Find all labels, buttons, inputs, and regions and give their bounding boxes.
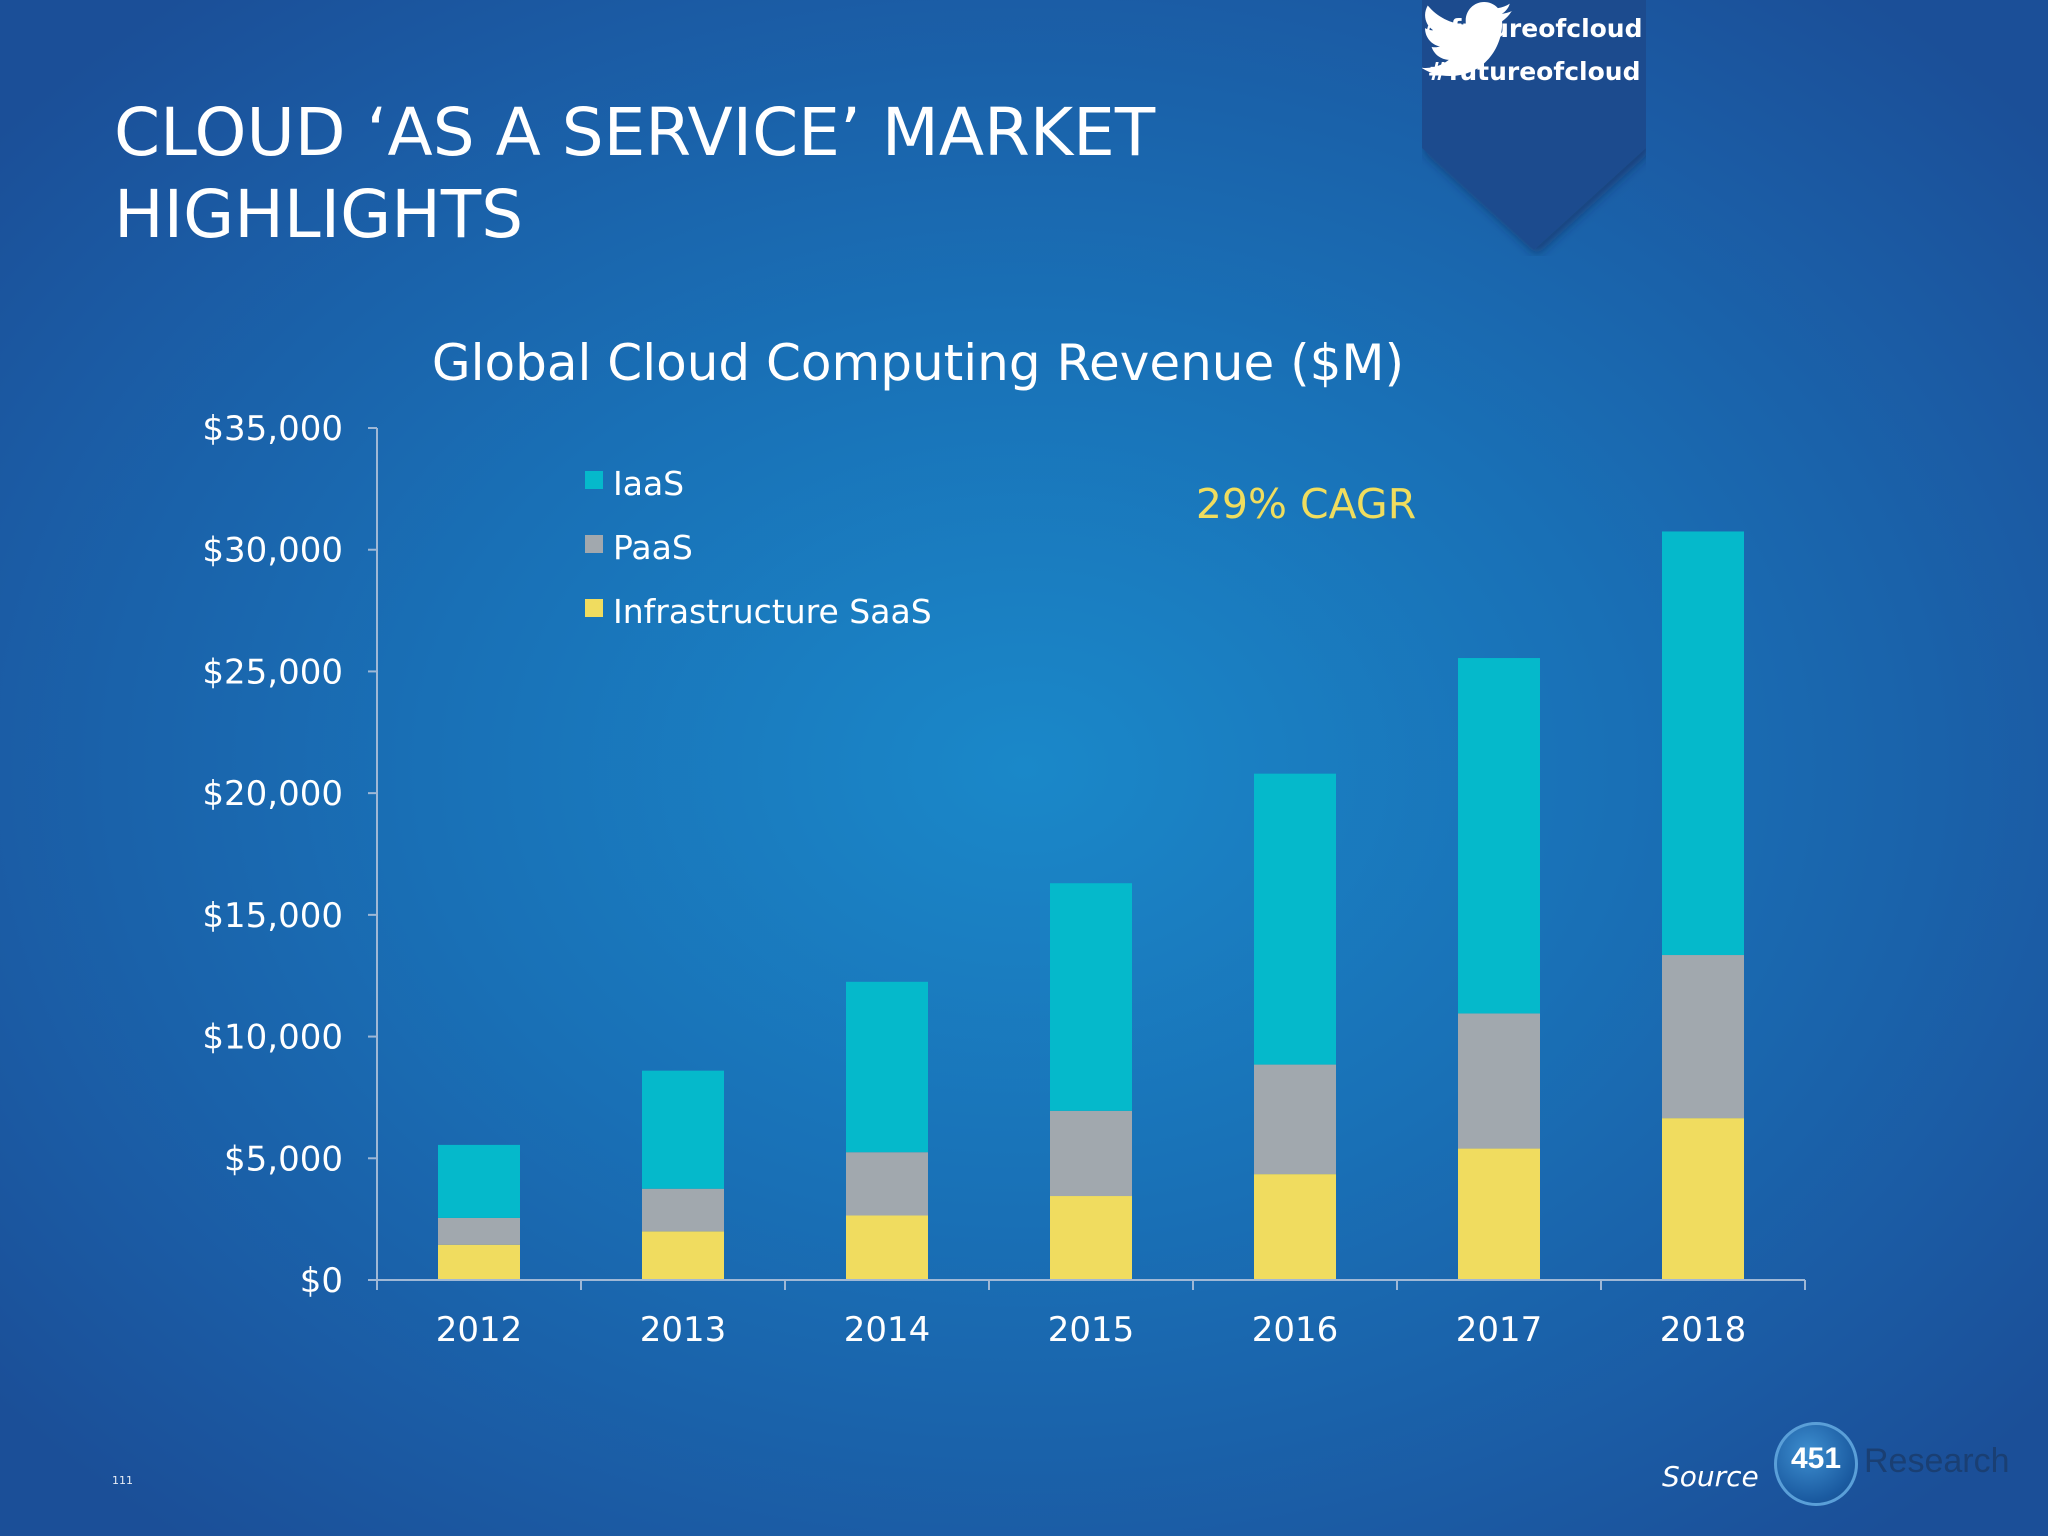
legend-swatch-paas xyxy=(585,535,603,553)
logo-word: Research xyxy=(1864,1442,2010,1480)
bar-infrastructure-saas-2014 xyxy=(846,1215,928,1280)
bar-infrastructure-saas-2013 xyxy=(642,1231,724,1280)
x-tick-label: 2012 xyxy=(436,1310,523,1350)
y-tick-label: $15,000 xyxy=(202,896,343,936)
bar-paas-2018 xyxy=(1662,955,1744,1119)
chart-title: Global Cloud Computing Revenue ($M) xyxy=(432,334,1404,392)
page-number: 111 xyxy=(112,1474,133,1487)
slide-title: CLOUD ‘AS A SERVICE’ MARKET HIGHLIGHTS xyxy=(114,92,1214,256)
bar-infrastructure-saas-2017 xyxy=(1458,1148,1540,1280)
slide-title-line-2: HIGHLIGHTS xyxy=(114,176,524,253)
source-label: Source xyxy=(1662,1460,1759,1493)
y-tick-label: $25,000 xyxy=(202,652,343,692)
legend-label-paas: PaaS xyxy=(613,528,693,567)
legend-swatch-infrastructure-saas xyxy=(585,599,603,617)
bar-paas-2017 xyxy=(1458,1013,1540,1149)
bar-infrastructure-saas-2015 xyxy=(1050,1196,1132,1280)
x-tick-label: 2016 xyxy=(1252,1310,1339,1350)
x-tick-label: 2014 xyxy=(844,1310,931,1350)
bar-iaas-2016 xyxy=(1254,773,1336,1065)
legend-label-iaas: IaaS xyxy=(613,464,684,503)
bar-iaas-2018 xyxy=(1662,531,1744,956)
bar-paas-2013 xyxy=(642,1188,724,1232)
bar-infrastructure-saas-2012 xyxy=(438,1244,520,1280)
bar-infrastructure-saas-2018 xyxy=(1662,1118,1744,1280)
bar-iaas-2015 xyxy=(1050,883,1132,1111)
bar-iaas-2012 xyxy=(438,1144,520,1218)
legend-swatch-iaas xyxy=(585,471,603,489)
chart-legend: IaaS PaaS Infrastructure SaaS xyxy=(585,464,932,631)
chart-bars xyxy=(438,531,1744,1280)
twitter-bird-icon xyxy=(1422,2,1513,77)
y-tick-label: $20,000 xyxy=(202,774,343,814)
bar-iaas-2014 xyxy=(846,981,928,1153)
bar-paas-2014 xyxy=(846,1152,928,1216)
slide-title-line-1: CLOUD ‘AS A SERVICE’ MARKET xyxy=(114,94,1156,171)
bar-paas-2015 xyxy=(1050,1110,1132,1197)
x-tick-label: 2013 xyxy=(640,1310,727,1350)
twitter-badge: @futureofcloud #futureofcloud xyxy=(1422,0,1646,256)
bar-iaas-2017 xyxy=(1458,658,1540,1014)
cagr-annotation: 29% CAGR xyxy=(1196,480,1416,528)
legend-label-infrastructure-saas: Infrastructure SaaS xyxy=(613,592,932,631)
x-tick-label: 2018 xyxy=(1660,1310,1747,1350)
logo-number: 451 xyxy=(1790,1442,1842,1475)
logo-circle xyxy=(1774,1422,1858,1506)
bar-infrastructure-saas-2016 xyxy=(1254,1174,1336,1280)
chart-axes: $0 $5,000 $10,000 $15,000 $20,000 $25,000 $30,… xyxy=(202,409,1806,1350)
y-tick-label: $30,000 xyxy=(202,531,343,571)
y-tick-label: $10,000 xyxy=(202,1018,343,1058)
y-tick-label: $35,000 xyxy=(202,409,343,449)
y-tick-label: $0 xyxy=(300,1261,343,1301)
451-research-logo: 451 Research xyxy=(1774,1422,2014,1512)
x-tick-label: 2017 xyxy=(1456,1310,1543,1350)
bar-paas-2012 xyxy=(438,1217,520,1245)
x-tick-label: 2015 xyxy=(1048,1310,1135,1350)
y-tick-label: $5,000 xyxy=(224,1139,343,1179)
bar-iaas-2013 xyxy=(642,1070,724,1189)
bar-paas-2016 xyxy=(1254,1064,1336,1175)
